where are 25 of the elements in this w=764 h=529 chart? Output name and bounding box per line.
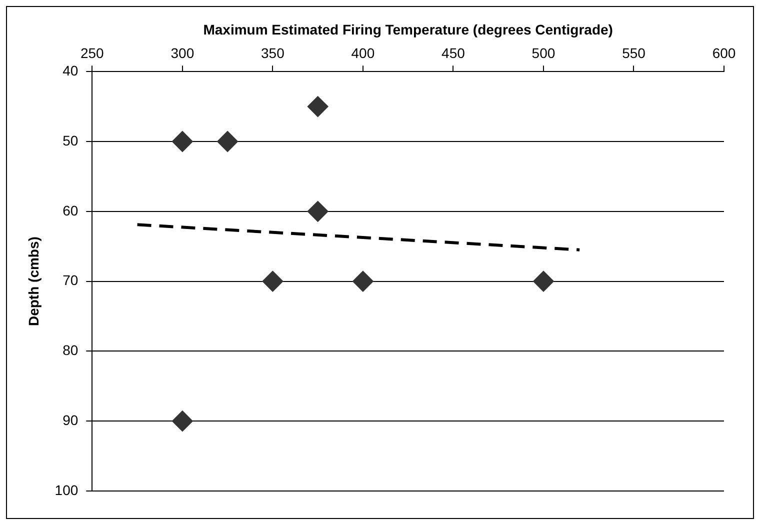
x-tick-label: 250 [80, 45, 104, 62]
x-tick-label: 300 [170, 45, 194, 62]
y-axis-title: Depth (cmbs) [25, 236, 42, 326]
y-tick-label: 70 [62, 272, 78, 288]
x-axis-title: Maximum Estimated Firing Temperature (degrees Centigrade) [203, 21, 613, 38]
point [262, 270, 284, 292]
y-tick-label: 50 [62, 132, 78, 148]
x-tick-label: 450 [442, 45, 466, 62]
x-tick-label: 350 [261, 45, 285, 62]
point [172, 131, 193, 152]
y-tick-label: 90 [62, 412, 78, 428]
y-tick-label: 100 [54, 482, 78, 498]
y-tick-label: 40 [62, 62, 78, 78]
point [532, 270, 554, 292]
x-tick-label: 400 [351, 45, 375, 62]
point [352, 270, 374, 292]
point [172, 410, 193, 432]
x-tick-label: 550 [622, 45, 646, 62]
x-tick-label: 600 [712, 45, 736, 62]
y-tick-label: 60 [62, 202, 78, 218]
point [307, 96, 328, 118]
x-tick-label: 500 [532, 45, 556, 62]
y-tick-label: 80 [62, 342, 78, 358]
point [217, 131, 238, 152]
point [307, 200, 328, 222]
